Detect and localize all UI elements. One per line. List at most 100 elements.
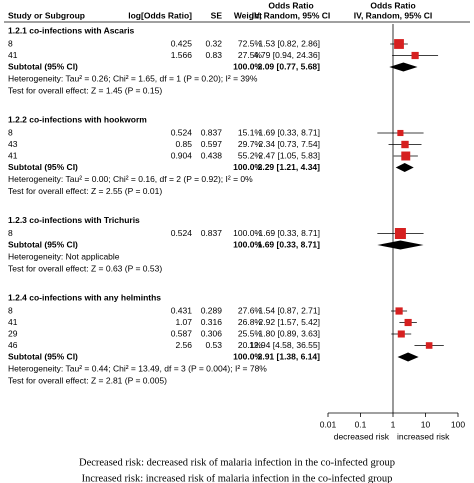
- se: 0.837: [201, 127, 223, 137]
- study-name: 41: [8, 317, 18, 327]
- log-or: 0.524: [171, 127, 193, 137]
- weight: 27.6%: [238, 305, 263, 315]
- group-title: 1.2.1 co-infections with Ascaris: [8, 25, 135, 35]
- study-name: 8: [8, 305, 13, 315]
- ci-label: 2.47 [1.05, 5.83]: [259, 150, 320, 160]
- study-name: 29: [8, 328, 18, 338]
- or-marker: [425, 342, 433, 349]
- subtotal-name: Subtotal (95% CI): [8, 351, 78, 361]
- subtotal-weight: 100.0%: [233, 239, 262, 249]
- or-marker: [404, 318, 412, 327]
- log-or: 0.904: [171, 150, 193, 160]
- ci-label: 2.34 [0.73, 7.54]: [259, 139, 320, 149]
- log-or: 0.425: [171, 38, 193, 48]
- weight: 100.0%: [233, 228, 262, 238]
- x-tick-label: 0.1: [355, 419, 367, 429]
- header-plot: Odds Ratio: [370, 0, 415, 10]
- overall-test: Test for overall effect: Z = 2.55 (P = 0…: [8, 186, 162, 196]
- subtotal-weight: 100.0%: [233, 351, 262, 361]
- header-se: SE: [211, 10, 223, 20]
- subtotal-ci: 2.09 [0.77, 5.68]: [258, 61, 321, 71]
- study-name: 8: [8, 38, 13, 48]
- note: Increased risk: increased risk of malari…: [82, 473, 393, 483]
- or-marker: [401, 140, 409, 149]
- study-name: 8: [8, 127, 13, 137]
- heterogeneity: Heterogeneity: Not applicable: [8, 251, 120, 261]
- overall-test: Test for overall effect: Z = 2.81 (P = 0…: [8, 375, 167, 385]
- se: 0.597: [201, 139, 223, 149]
- heterogeneity: Heterogeneity: Tau² = 0.44; Chi² = 13.49…: [8, 363, 267, 373]
- header-log: log[Odds Ratio]: [128, 10, 192, 20]
- group-title: 1.2.4 co-infections with any helminths: [8, 292, 161, 302]
- weight: 72.5%: [238, 38, 263, 48]
- x-tick-label: 100: [451, 419, 465, 429]
- study-name: 46: [8, 340, 18, 350]
- ci-label: 1.54 [0.87, 2.71]: [259, 305, 320, 315]
- study-name: 8: [8, 228, 13, 238]
- or-marker: [397, 330, 405, 338]
- x-tick-label: 1: [391, 419, 396, 429]
- log-or: 0.431: [171, 305, 193, 315]
- study-name: 41: [8, 150, 18, 160]
- subtotal-diamond: [397, 352, 419, 362]
- log-or: 0.524: [171, 228, 193, 238]
- header-or-sub: IV, Random, 95% CI: [252, 10, 331, 20]
- header-study: Study or Subgroup: [8, 10, 85, 20]
- weight: 26.8%: [238, 317, 263, 327]
- header-weight: Weight: [234, 10, 262, 20]
- se: 0.289: [201, 305, 223, 315]
- log-or: 2.56: [175, 340, 192, 350]
- weight: 55.2%: [238, 150, 263, 160]
- ci-label: 1.53 [0.82, 2.86]: [259, 38, 320, 48]
- weight: 20.1%: [238, 340, 263, 350]
- header-plot-sub: IV, Random, 95% CI: [354, 10, 433, 20]
- subtotal-name: Subtotal (95% CI): [8, 162, 78, 172]
- study-name: 41: [8, 50, 18, 60]
- subtotal-ci: 1.69 [0.33, 8.71]: [258, 239, 321, 249]
- or-marker: [397, 129, 404, 137]
- subtotal-ci: 2.29 [1.21, 4.34]: [258, 162, 321, 172]
- note: Decreased risk: decreased risk of malari…: [79, 457, 395, 468]
- ci-label: 12.94 [4.58, 36.55]: [249, 340, 320, 350]
- ci-label: 1.80 [0.89, 3.63]: [259, 328, 320, 338]
- ci-label: 1.69 [0.33, 8.71]: [259, 228, 320, 238]
- se: 0.837: [201, 228, 223, 238]
- weight: 25.5%: [238, 328, 263, 338]
- subtotal-diamond: [395, 163, 414, 172]
- subtotal-diamond: [377, 240, 424, 250]
- log-or: 0.85: [175, 139, 192, 149]
- subtotal-weight: 100.0%: [233, 162, 262, 172]
- ci-label: 1.69 [0.33, 8.71]: [259, 127, 320, 137]
- se: 0.438: [201, 150, 223, 160]
- overall-test: Test for overall effect: Z = 1.45 (P = 0…: [8, 85, 162, 95]
- se: 0.316: [201, 317, 223, 327]
- heterogeneity: Heterogeneity: Tau² = 0.26; Chi² = 1.65,…: [8, 73, 258, 83]
- or-marker: [401, 151, 411, 161]
- x-label-left: decreased risk: [334, 431, 390, 441]
- subtotal-weight: 100.0%: [233, 61, 262, 71]
- study-name: 43: [8, 139, 18, 149]
- weight: 29.7%: [238, 139, 263, 149]
- subtotal-diamond: [389, 62, 418, 72]
- overall-test: Test for overall effect: Z = 0.63 (P = 0…: [8, 263, 162, 273]
- log-or: 0.587: [171, 328, 193, 338]
- weight: 27.5%: [238, 50, 263, 60]
- x-tick-label: 10: [421, 419, 431, 429]
- ci-label: 2.92 [1.57, 5.42]: [259, 317, 320, 327]
- log-or: 1.07: [175, 317, 192, 327]
- subtotal-ci: 2.91 [1.38, 6.14]: [258, 351, 321, 361]
- se: 0.83: [205, 50, 222, 60]
- x-tick-label: 0.01: [320, 419, 337, 429]
- group-title: 1.2.2 co-infections with hookworm: [8, 114, 147, 124]
- se: 0.53: [205, 340, 222, 350]
- heterogeneity: Heterogeneity: Tau² = 0.00; Chi² = 0.16,…: [8, 174, 253, 184]
- weight: 15.1%: [238, 127, 263, 137]
- subtotal-name: Subtotal (95% CI): [8, 61, 78, 71]
- or-marker: [411, 51, 419, 60]
- or-marker: [394, 228, 406, 239]
- x-label-right: increased risk: [397, 431, 450, 441]
- or-marker: [394, 39, 404, 49]
- header-or: Odds Ratio: [268, 0, 313, 10]
- subtotal-name: Subtotal (95% CI): [8, 239, 78, 249]
